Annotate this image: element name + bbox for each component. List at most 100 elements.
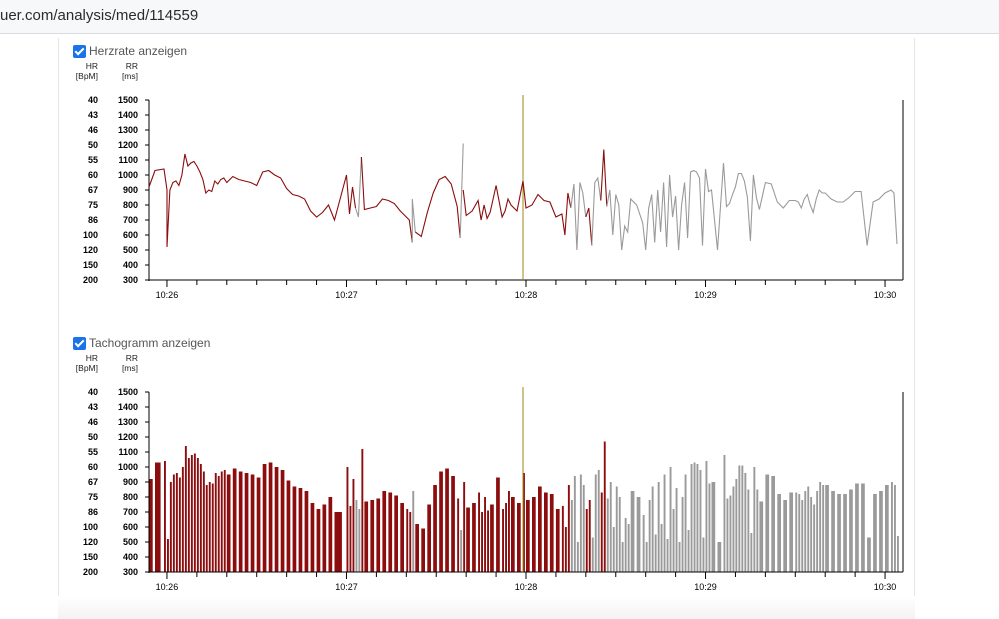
tachogram-bar [573,476,576,572]
hr-tick-label: 200 [83,275,98,285]
tachogram-bar [885,485,889,572]
rr-tick-label: 1100 [118,447,138,457]
hr-tick-label: 67 [88,185,98,195]
tachogram-bar [618,497,621,572]
tachogram-bar [642,515,645,572]
tachogram-bar [523,473,525,572]
rr-tick-label: 1200 [118,140,138,150]
tachogram-bar [262,464,267,572]
tachogram-bar [415,524,419,572]
tachogram-bar [831,491,835,572]
hr-tick-label: 150 [83,552,98,562]
x-tick-label: 10:27 [335,582,358,592]
tachogram-bar [409,512,412,572]
browser-address-bar[interactable]: uer.com/analysis/med/114559 [0,0,999,34]
tachogram-bar [184,446,187,572]
tachogram-bar [406,509,409,572]
tachogram-bar [298,488,303,572]
tachogram-bar [164,461,166,572]
x-tick-label: 10:26 [156,290,179,300]
tachogram-bar [594,474,597,572]
tachogram-bar [346,467,349,572]
tachogram-bar [753,467,756,572]
tachogram-bar [505,503,507,572]
tachogram-bar [205,485,208,572]
rr-series-active [600,149,608,207]
herzrate-checkbox-row[interactable]: Herzrate anzeigen [73,44,187,58]
tachogram-bar [358,509,361,572]
rr-series-active [585,207,593,246]
tachogram-bar [526,500,530,572]
tachogram-bar [463,482,466,572]
tachogramm-checkbox-row[interactable]: Tachogramm anzeigen [73,336,210,350]
tachogram-bar [687,530,690,572]
tachogram-bar [615,486,618,572]
tachogram-bar [427,504,431,572]
tachogram-bar [693,462,696,572]
tachogram-bar [400,503,404,572]
axis-title-label: RR [126,354,138,363]
tachogram-bar [175,473,178,572]
hr-tick-label: 43 [88,402,98,412]
tachogram-bar [795,492,798,572]
rr-tick-label: 900 [123,477,138,487]
tachogram-bar [570,500,573,572]
herzrate-checkbox[interactable] [73,44,86,58]
tachogram-bar [756,489,759,572]
herzrate-checkbox-label[interactable]: Herzrate anzeigen [89,44,188,58]
tachogramm-checkbox-label[interactable]: Tachogramm anzeigen [89,336,211,350]
tachogram-bar [801,500,804,572]
hr-tick-label: 55 [88,447,98,457]
tachogram-bar [648,500,651,572]
hr-tick-label: 60 [88,170,98,180]
rr-tick-label: 1300 [118,417,138,427]
tachogram-bar [388,492,393,572]
tachogram-bar [466,507,470,572]
hr-tick-label: 50 [88,140,98,150]
x-tick-label: 10:28 [515,290,538,300]
tachogram-bar [244,473,249,572]
tachogram-bar [873,494,877,572]
tachogram-bar [600,492,603,572]
axis-title-label: HR [86,62,98,71]
tachogram-bar [274,467,279,572]
rr-tick-label: 1500 [118,387,138,397]
tachogram-bar [355,500,358,572]
rr-tick-label: 900 [123,185,138,195]
tachogram-bar [825,485,829,572]
tachogramm-checkbox[interactable] [73,336,86,350]
rr-tick-label: 700 [123,215,138,225]
tachogram-bar [250,474,255,572]
tachogram-bar [879,491,883,572]
tachogram-bar [669,467,672,572]
tachogram-bar [798,494,801,572]
tachogram-bar [564,527,567,572]
tachogram-bar [508,491,510,572]
tachogram-bar [690,464,693,572]
tachogram-bar [654,534,657,572]
tachogram-bar [481,512,483,572]
tachogram-bar [750,533,753,572]
tachogram-bar [702,537,705,572]
url-text[interactable]: uer.com/analysis/med/114559 [0,7,199,24]
rr-tick-label: 500 [123,245,138,255]
tachogram-bar [747,489,750,572]
tachogram-bar [609,482,612,572]
tachogram-bar [280,470,285,572]
tachogram-bar [193,453,196,572]
tachogram-bar [214,473,217,572]
tachogram-bar [759,501,764,572]
tachogram-bar [810,497,813,572]
tachogram-bar [310,503,315,572]
rr-series-active [462,180,572,236]
tachogram-bar [268,462,273,572]
tachogram-bar [538,486,542,572]
tachogram-bar [478,492,480,572]
rr-tick-label: 500 [123,537,138,547]
rr-tick-label: 1400 [118,402,138,412]
tachogram-bar [606,498,609,572]
tachogram-bar [334,512,342,572]
tachogram-bar [382,491,387,572]
tachogram-bar [364,501,369,572]
tachogram-bar [460,530,463,572]
